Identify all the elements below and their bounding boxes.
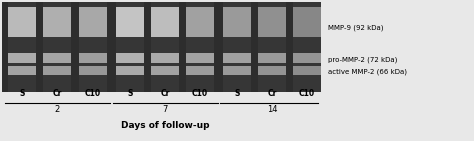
Bar	[79, 2, 107, 92]
Bar	[8, 66, 36, 75]
Bar	[116, 53, 144, 63]
Bar	[151, 7, 179, 37]
Bar	[151, 53, 179, 63]
Text: Cr: Cr	[52, 90, 62, 99]
Bar	[186, 53, 214, 63]
Bar	[43, 7, 71, 37]
Text: Days of follow-up: Days of follow-up	[121, 121, 209, 129]
Bar	[8, 2, 36, 92]
Text: 7: 7	[162, 105, 168, 114]
Bar	[79, 53, 107, 63]
Bar	[116, 7, 144, 37]
Bar	[8, 7, 36, 37]
Bar	[186, 2, 214, 92]
Text: 2: 2	[55, 105, 60, 114]
Text: C10: C10	[85, 90, 101, 99]
Bar	[258, 7, 286, 37]
Text: S: S	[19, 90, 25, 99]
Bar	[151, 66, 179, 75]
Bar	[43, 53, 71, 63]
Bar	[186, 7, 214, 37]
Text: active MMP-2 (66 kDa): active MMP-2 (66 kDa)	[328, 69, 407, 75]
Bar	[8, 53, 36, 63]
Bar	[2, 2, 320, 92]
Text: S: S	[128, 90, 133, 99]
Bar	[293, 53, 321, 63]
Bar	[79, 7, 107, 37]
Bar	[258, 66, 286, 75]
Bar	[293, 2, 321, 92]
Bar	[223, 53, 251, 63]
Text: MMP-9 (92 kDa): MMP-9 (92 kDa)	[328, 25, 383, 31]
Bar	[293, 66, 321, 75]
Bar	[223, 2, 251, 92]
Text: S: S	[234, 90, 240, 99]
Bar	[293, 7, 321, 37]
Bar	[223, 7, 251, 37]
Text: Cr: Cr	[267, 90, 277, 99]
Text: Cr: Cr	[160, 90, 170, 99]
Text: C10: C10	[299, 90, 315, 99]
Bar	[258, 53, 286, 63]
Bar	[43, 66, 71, 75]
Text: C10: C10	[192, 90, 208, 99]
Text: 14: 14	[267, 105, 277, 114]
Text: pro-MMP-2 (72 kDa): pro-MMP-2 (72 kDa)	[328, 57, 397, 63]
Bar	[223, 66, 251, 75]
Bar	[258, 2, 286, 92]
Bar	[79, 66, 107, 75]
Bar	[43, 2, 71, 92]
Bar	[116, 66, 144, 75]
Bar	[151, 2, 179, 92]
Bar	[186, 66, 214, 75]
Bar	[116, 2, 144, 92]
